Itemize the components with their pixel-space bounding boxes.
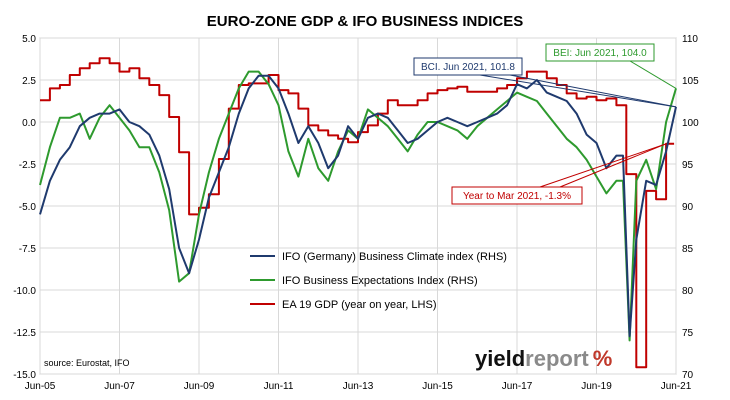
annotation-leader — [539, 143, 667, 188]
y-left-tick-label: 5.0 — [22, 34, 36, 45]
y-left-axis: -15.0 -12.5 -10.0 -7.5 -5.0 -2.5 0.0 2.5 5.0 — [13, 34, 36, 381]
x-tick-label: Jun-05 — [25, 381, 56, 392]
y-left-tick-label: 2.5 — [22, 76, 36, 87]
y-right-tick-label: 85 — [682, 244, 694, 255]
annotations: BCI. Jun 2021, 101.8 BEI: Jun 2021, 104.0… — [413, 43, 677, 205]
y-right-axis: 70 75 80 85 90 95 100 105 110 — [682, 34, 699, 381]
annotation-box — [413, 57, 523, 76]
x-tick-label: Jun-09 — [184, 381, 215, 392]
series-line-2 — [40, 57, 675, 369]
annotation-leader — [559, 143, 667, 188]
annotation-label: BCI. Jun 2021, 101.8 — [421, 62, 515, 73]
yieldreport-logo: yieldreport% — [475, 346, 612, 371]
x-axis: Jun-05 Jun-07 Jun-09 Jun-11 Jun-13 Jun-15 Jun-… — [25, 381, 692, 392]
y-left-tick-label: 0.0 — [22, 118, 36, 129]
y-right-tick-label: 80 — [682, 286, 694, 297]
legend-label-bei: IFO Business Expectations Index (RHS) — [282, 275, 478, 287]
y-right-tick-label: 105 — [682, 76, 699, 87]
legend: IFO (Germany) Business Climate index (RH… — [250, 251, 507, 311]
source-note: source: Eurostat, IFO — [44, 358, 130, 368]
y-right-tick-label: 70 — [682, 370, 694, 381]
annotation-box — [451, 186, 583, 205]
x-tick-label: Jun-21 — [661, 381, 692, 392]
y-right-tick-label: 110 — [682, 34, 698, 45]
annotation-leader — [479, 74, 677, 108]
annotation-label: BEI: Jun 2021, 104.0 — [553, 48, 647, 59]
logo-text-report: report — [525, 346, 589, 371]
y-right-tick-label: 90 — [682, 202, 694, 213]
x-tick-label: Jun-13 — [343, 381, 374, 392]
legend-label-bci: IFO (Germany) Business Climate index (RH… — [282, 251, 507, 263]
annotation-box — [545, 43, 655, 62]
series-line-0 — [39, 74, 677, 338]
y-left-tick-label: -2.5 — [19, 160, 37, 171]
logo-text-percent: % — [593, 346, 613, 371]
logo-text-yield: yield — [475, 346, 525, 371]
y-right-tick-label: 95 — [682, 160, 694, 171]
y-right-tick-label: 75 — [682, 328, 694, 339]
x-tick-label: Jun-19 — [581, 381, 612, 392]
y-left-tick-label: -10.0 — [13, 286, 36, 297]
x-tick-label: Jun-11 — [264, 381, 294, 392]
y-left-tick-label: -15.0 — [13, 370, 36, 381]
chart-title: EURO-ZONE GDP & IFO BUSINESS INDICES — [207, 13, 523, 30]
x-tick-label: Jun-07 — [104, 381, 135, 392]
annotation-leader — [629, 60, 677, 89]
y-right-tick-label: 100 — [682, 118, 699, 129]
x-tick-label: Jun-17 — [502, 381, 533, 392]
x-tick-label: Jun-15 — [422, 381, 453, 392]
legend-label-gdp: EA 19 GDP (year on year, LHS) — [282, 299, 436, 311]
y-left-tick-label: -7.5 — [19, 244, 37, 255]
series-layer — [39, 57, 677, 369]
series-line-1 — [39, 70, 677, 342]
y-left-tick-label: -12.5 — [13, 328, 36, 339]
y-left-tick-label: -5.0 — [19, 202, 37, 213]
annotation-label: Year to Mar 2021, -1.3% — [463, 191, 571, 202]
svg-text:yieldreport%: yieldreport% — [475, 346, 612, 371]
annotation-leader — [509, 74, 677, 108]
